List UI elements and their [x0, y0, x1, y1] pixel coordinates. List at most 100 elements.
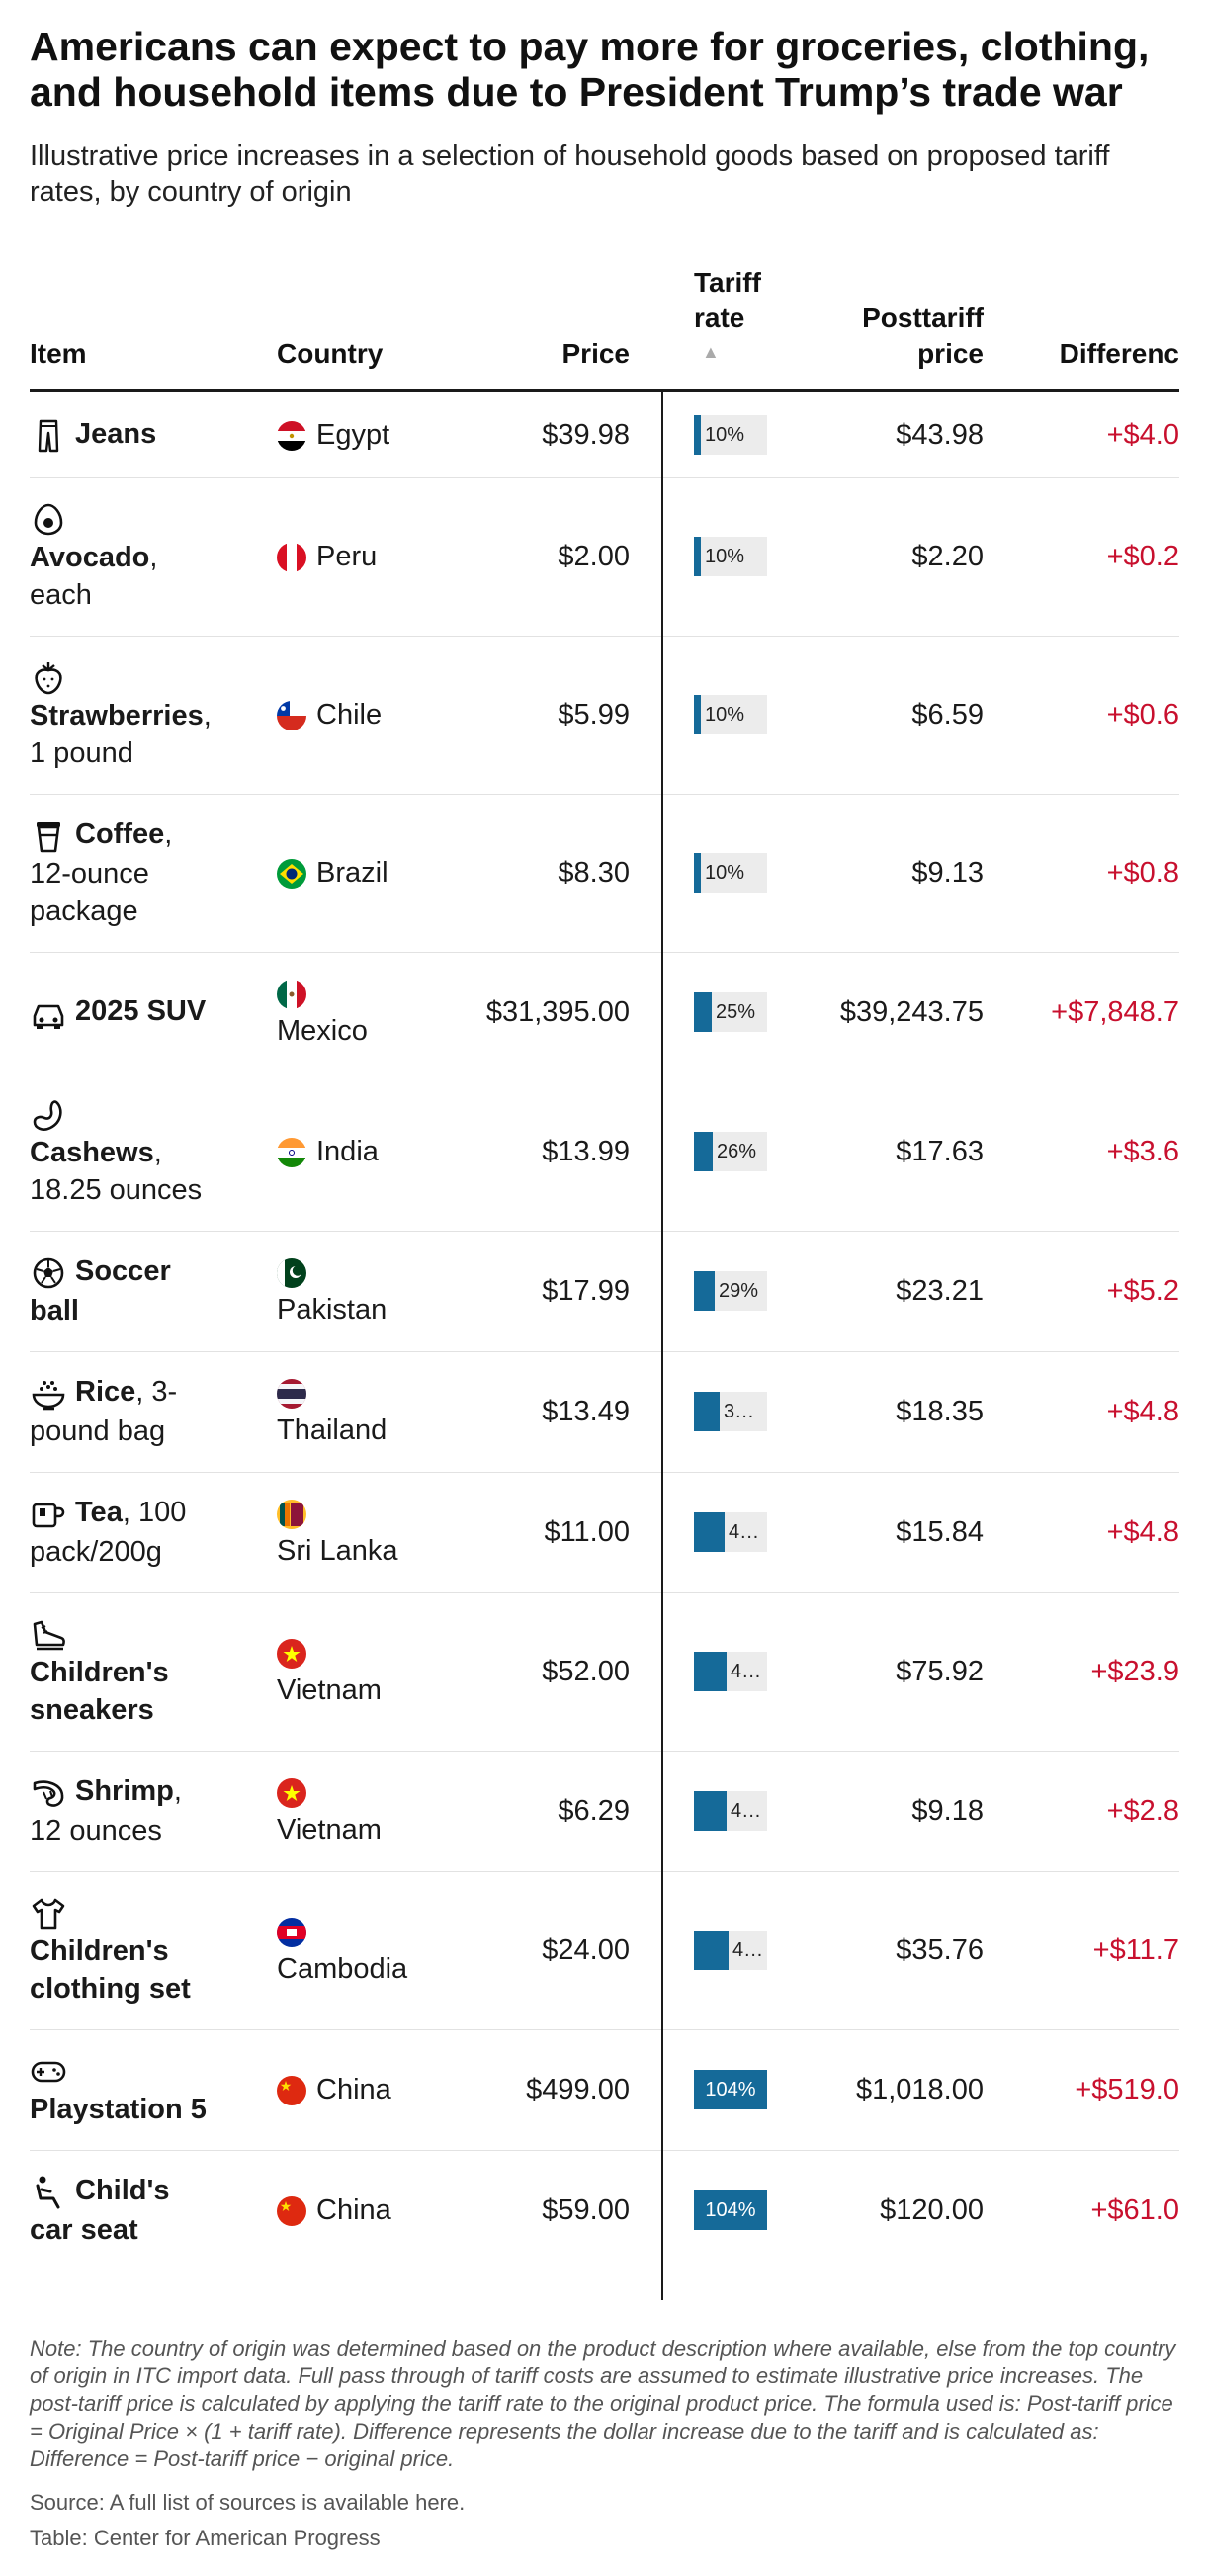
item-name: Cashews, 18.25 ounces	[30, 1094, 213, 1208]
tariff-label: 104%	[705, 2079, 756, 2101]
country-cell: China	[277, 2029, 425, 2150]
flag-mexico-icon	[277, 980, 306, 1010]
country-cell: Cambodia	[277, 1871, 425, 2029]
table-row: Shrimp, 12 ounces Vietnam $6.29 4… $9.18 +$2.…	[30, 1751, 1179, 1872]
table-row: Avocado, each Peru $2.00 10% $2.20 +$0.2	[30, 477, 1179, 637]
difference-cell: +$0.2	[1106, 541, 1179, 572]
header-item[interactable]: Item	[30, 338, 87, 369]
country-name: China	[316, 2194, 391, 2226]
header-tariff-rate[interactable]: Tariff rate	[694, 267, 761, 333]
difference-cell: +$7,848.7	[1051, 996, 1179, 1028]
tariff-bar-track: 10%	[694, 853, 767, 893]
item-name: Strawberries, 1 pound	[30, 657, 213, 771]
country-name: Vietnam	[277, 1814, 382, 1846]
price-cell: $39.98	[542, 419, 630, 451]
country-name: India	[316, 1136, 379, 1167]
table-row: Children's clothing set Cambodia $24.00 4… $…	[30, 1871, 1179, 2030]
item-cell: Strawberries, 1 pound	[30, 636, 213, 794]
tariff-bar	[694, 2070, 767, 2109]
country-name-wrap: Sri Lanka	[277, 1495, 398, 1570]
shrimp-icon	[30, 1774, 67, 1812]
tariff-bar-track: 4…	[694, 1512, 767, 1552]
tariff-bar	[694, 992, 712, 1032]
item-cell: 2025 SUV	[30, 952, 213, 1073]
header-divider	[30, 389, 1179, 392]
tariff-label: 26%	[717, 1141, 757, 1162]
tariff-cell: 26%	[694, 1073, 767, 1231]
page-title: Americans can expect to pay more for gro…	[30, 24, 1150, 115]
item-cell: Cashews, 18.25 ounces	[30, 1073, 213, 1231]
price-cell: $17.99	[542, 1275, 630, 1307]
item-name-detail: , 12 ounces	[30, 1775, 182, 1846]
item-cell: Tea, 100 pack/200g	[30, 1472, 213, 1592]
cashew-icon	[30, 1096, 67, 1134]
tariff-bar	[694, 1931, 729, 1970]
price-cell: $11.00	[544, 1516, 630, 1548]
flag-vietnam-icon	[277, 1778, 306, 1809]
item-cell: Shrimp, 12 ounces	[30, 1751, 213, 1871]
tariff-bar-track: 10%	[694, 537, 767, 576]
header-difference[interactable]: Differenc	[1059, 338, 1179, 369]
tariff-label: 3…	[724, 1401, 755, 1422]
tariff-cell: 4…	[694, 1751, 767, 1871]
tariff-bar	[694, 853, 701, 893]
item-name-bold: 2025 SUV	[75, 995, 207, 1028]
posttariff-price-cell: $15.84	[896, 1516, 984, 1548]
difference-cell: +$0.6	[1106, 699, 1179, 730]
header-price[interactable]: Price	[561, 338, 631, 369]
country-name-wrap: Cambodia	[277, 1913, 407, 1988]
tariff-cell: 29%	[694, 1231, 767, 1351]
item-name-bold: Cashews	[30, 1136, 154, 1168]
price-cell: $6.29	[558, 1795, 630, 1827]
price-cell: $499.00	[526, 2074, 630, 2105]
tariff-bar	[694, 1512, 725, 1552]
tariff-cell: 10%	[694, 392, 767, 477]
gamepad-icon	[30, 2053, 67, 2091]
posttariff-price-cell: $17.63	[896, 1136, 984, 1167]
table-row: Child's car seat China $59.00 104% $120.00 +$…	[30, 2150, 1179, 2271]
tariff-cell: 4…	[694, 1592, 767, 1751]
posttariff-price-cell: $9.13	[911, 857, 984, 889]
country-name-wrap: Thailand	[277, 1374, 387, 1449]
country-name: Pakistan	[277, 1294, 388, 1326]
tariff-label: 4…	[732, 1939, 764, 1961]
item-name-detail: , each	[30, 541, 158, 611]
tariff-cell: 10%	[694, 477, 767, 636]
posttariff-price-cell: $43.98	[896, 419, 984, 451]
sort-ascending-icon[interactable]: ▲	[702, 342, 720, 362]
item-name-bold: Playstation 5	[30, 2093, 207, 2125]
posttariff-price-cell: $18.35	[896, 1396, 984, 1427]
tariff-label: 104%	[705, 2199, 756, 2221]
country-cell: Brazil	[277, 794, 425, 952]
country-name: Peru	[316, 541, 378, 572]
footnote: Note: The country of origin was determin…	[30, 2336, 1176, 2471]
difference-cell: +$0.8	[1106, 857, 1179, 889]
flag-china-icon	[277, 2076, 306, 2106]
tariff-bar-track: 4…	[694, 1791, 767, 1831]
country-cell: Vietnam	[277, 1592, 425, 1751]
header-posttariff-price[interactable]: Posttariff price	[862, 302, 984, 369]
country-name-wrap: Brazil	[277, 854, 388, 892]
table-row: Coffee, 12-ounce package Brazil $8.30 10% $9…	[30, 794, 1179, 953]
table-row: Rice, 3-pound bag Thailand $13.49 3… $18.35 +…	[30, 1351, 1179, 1473]
country-name-wrap: Vietnam	[277, 1773, 382, 1848]
tariff-label: 29%	[719, 1280, 759, 1302]
header-country[interactable]: Country	[277, 338, 384, 369]
tariff-bar	[694, 1271, 715, 1311]
tea-mug-icon	[30, 1496, 67, 1533]
tariff-label: 10%	[705, 546, 745, 567]
country-cell: Pakistan	[277, 1231, 425, 1351]
tariff-cell: 25%	[694, 952, 767, 1073]
posttariff-price-cell: $9.18	[911, 1795, 984, 1827]
sneaker-icon	[30, 1616, 67, 1654]
country-name: Sri Lanka	[277, 1535, 398, 1567]
tariff-bar-track: 4…	[694, 1931, 767, 1970]
country-name-wrap: Egypt	[277, 416, 389, 454]
tariff-cell: 104%	[694, 2150, 767, 2271]
country-name: China	[316, 2074, 391, 2105]
item-name-bold: Soccer ball	[30, 1255, 171, 1327]
jeans-icon	[30, 417, 67, 455]
item-name-bold: Child's car seat	[30, 2175, 170, 2246]
price-cell: $8.30	[558, 857, 630, 889]
country-name: Chile	[316, 699, 383, 730]
